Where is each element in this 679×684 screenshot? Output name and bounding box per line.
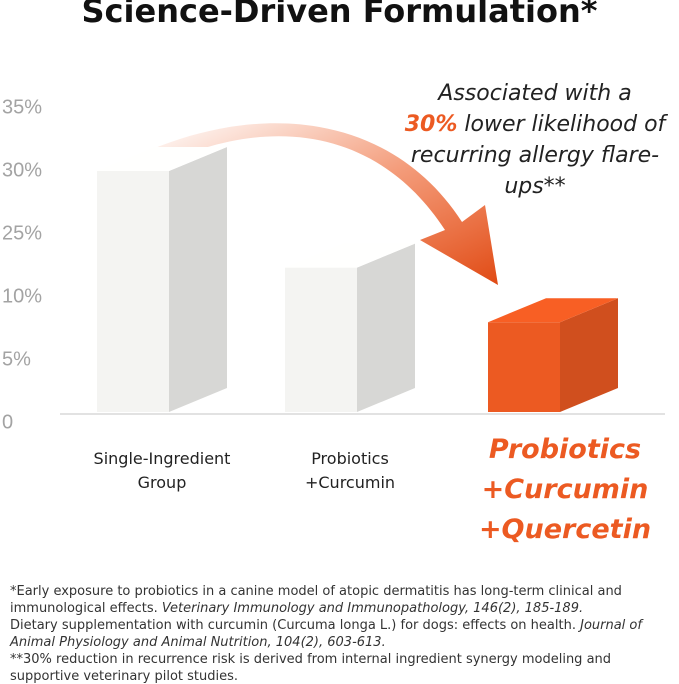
y-tick-label: 30%	[2, 159, 42, 181]
footnote-text: Dietary supplementation with curcumin (C…	[10, 618, 576, 633]
bar-top	[488, 298, 618, 323]
footnote-source: Journal of Animal Physiology and Animal …	[10, 618, 642, 650]
annotation: Associated with a 30% lower likelihood of…	[400, 78, 670, 202]
y-tick-label: 10%	[2, 285, 42, 307]
chart-title: Science-Driven Formulation*	[81, 0, 598, 30]
annotation-text: Associated with a	[438, 81, 632, 106]
x-tick-label: Single-Ingredient Group	[93, 449, 231, 492]
y-tick-label: 35%	[2, 96, 42, 118]
x-tick-label: Probiotics +Curcumin +Quercetin	[478, 434, 652, 545]
arrow	[150, 123, 498, 286]
bar	[285, 243, 415, 412]
annotation-highlight: 30%	[404, 112, 458, 137]
bar-top	[285, 243, 415, 268]
bar-front	[285, 267, 357, 412]
bar-top	[97, 147, 227, 171]
footnote: *Early exposure to probiotics in a canin…	[10, 583, 672, 617]
bar-front	[97, 171, 169, 412]
footnote: Dietary supplementation with curcumin (C…	[10, 617, 672, 651]
y-tick-label: 0	[2, 411, 13, 433]
footnote-text: *Early exposure to probiotics in a canin…	[10, 584, 622, 616]
y-tick-label: 25%	[2, 222, 42, 244]
bar	[488, 298, 618, 412]
footnotes: *Early exposure to probiotics in a canin…	[10, 583, 672, 684]
bar-side	[560, 298, 618, 412]
x-tick-label: Probiotics +Curcumin	[304, 449, 396, 492]
bar	[97, 147, 227, 412]
bar-front	[488, 322, 560, 412]
footnote-text: **30% reduction in recurrence risk is de…	[10, 652, 612, 684]
y-tick-label: 5%	[2, 348, 31, 370]
footnote: **30% reduction in recurrence risk is de…	[10, 651, 672, 684]
annotation-text: lower likelihood of recurring allergy fl…	[410, 112, 666, 199]
bar-side	[357, 243, 415, 412]
footnote-source: Veterinary Immunology and Immunopatholog…	[161, 601, 584, 616]
bar-side	[169, 147, 227, 412]
